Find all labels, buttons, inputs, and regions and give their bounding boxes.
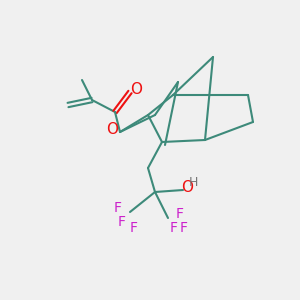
- Text: F: F: [176, 207, 184, 221]
- Text: H: H: [188, 176, 198, 188]
- Text: F: F: [170, 221, 178, 235]
- Text: F: F: [180, 221, 188, 235]
- Text: O: O: [181, 179, 193, 194]
- Text: O: O: [130, 82, 142, 98]
- Text: F: F: [118, 215, 126, 229]
- Text: O: O: [106, 122, 118, 137]
- Text: F: F: [130, 221, 138, 235]
- Text: F: F: [114, 201, 122, 215]
